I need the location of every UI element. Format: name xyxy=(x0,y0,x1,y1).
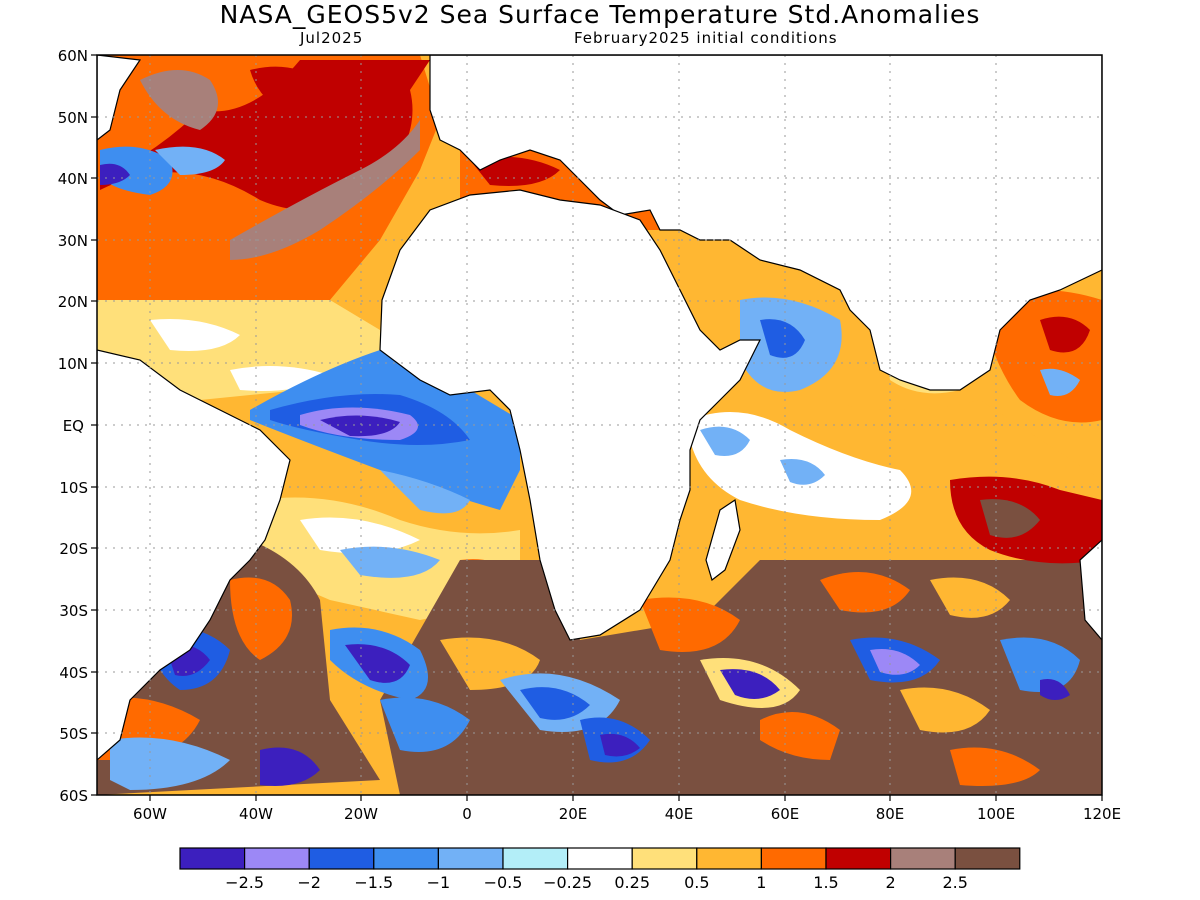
colorbar-swatch xyxy=(373,847,439,870)
colorbar-label: −2.5 xyxy=(225,873,264,892)
axis-ticks xyxy=(91,54,1103,801)
colorbar-label: 2.5 xyxy=(942,873,967,892)
lon-label: 20W xyxy=(344,805,378,823)
colorbar-swatch xyxy=(308,847,375,870)
colorbar-label: −1 xyxy=(427,873,451,892)
init-conditions-label: February2025 initial conditions xyxy=(574,29,838,47)
land-mask xyxy=(97,55,1102,761)
lat-label: 20N xyxy=(58,293,88,311)
lat-label: 50S xyxy=(59,725,88,743)
colorbar-swatch xyxy=(179,847,246,870)
lat-label: 40S xyxy=(59,664,88,682)
colorbar-label: 0.5 xyxy=(684,873,709,892)
graticule xyxy=(97,55,1102,795)
colorbar-label: 1.5 xyxy=(813,873,838,892)
colorbar-label: 0.25 xyxy=(614,873,650,892)
valid-month-label: Jul2025 xyxy=(300,29,364,47)
lon-label: 80E xyxy=(876,805,905,823)
lat-label: 40N xyxy=(58,170,88,188)
lat-label: 30S xyxy=(59,602,88,620)
lon-label: 40W xyxy=(239,805,273,823)
lon-label: 40E xyxy=(665,805,694,823)
colorbar-label: −2 xyxy=(297,873,321,892)
lat-label: 60S xyxy=(59,787,88,805)
colorbar-swatch xyxy=(244,847,310,870)
lat-label: 10S xyxy=(59,479,88,497)
colorbar-swatch xyxy=(696,847,762,870)
lat-label: 20S xyxy=(59,540,88,558)
lat-label: 60N xyxy=(58,47,88,65)
lon-label: 60E xyxy=(771,805,800,823)
colorbar-swatch xyxy=(566,847,633,870)
lat-label: 10N xyxy=(58,355,88,373)
colorbar-label: 1 xyxy=(756,873,766,892)
colorbar-label: −1.5 xyxy=(354,873,393,892)
lon-label: 0 xyxy=(462,805,472,823)
colorbar-swatch xyxy=(631,847,698,870)
lon-axis: 60W 40W 20W 0 20E 40E 60E 80E 100E 120E xyxy=(133,805,1121,823)
colorbar-label: −0.5 xyxy=(484,873,523,892)
lon-label: 20E xyxy=(559,805,588,823)
colorbar: −2.5 −2 −1.5 −1 −0.5 −0.25 0.25 0.5 1 1.5 2 2.5 xyxy=(179,847,1021,892)
anomaly-field xyxy=(97,55,1102,795)
lon-label: 100E xyxy=(977,805,1015,823)
colorbar-swatch xyxy=(825,847,892,870)
colorbar-swatch xyxy=(760,847,827,870)
lat-axis: 60N 50N 40N 30N 20N 10N EQ 10S 20S 30S 4… xyxy=(58,47,88,805)
colorbar-swatch xyxy=(437,847,504,870)
map-title: NASA_GEOS5v2 Sea Surface Temperature Std… xyxy=(219,0,981,29)
lon-label: 120E xyxy=(1083,805,1121,823)
lon-label: 60W xyxy=(133,805,167,823)
colorbar-swatch xyxy=(889,847,956,870)
lat-label: 50N xyxy=(58,109,88,127)
colorbar-swatch xyxy=(502,847,569,870)
lat-label: 30N xyxy=(58,232,88,250)
colorbar-label: −0.25 xyxy=(543,873,592,892)
lat-label: EQ xyxy=(63,417,84,435)
colorbar-swatch xyxy=(954,847,1021,870)
colorbar-label: 2 xyxy=(886,873,896,892)
